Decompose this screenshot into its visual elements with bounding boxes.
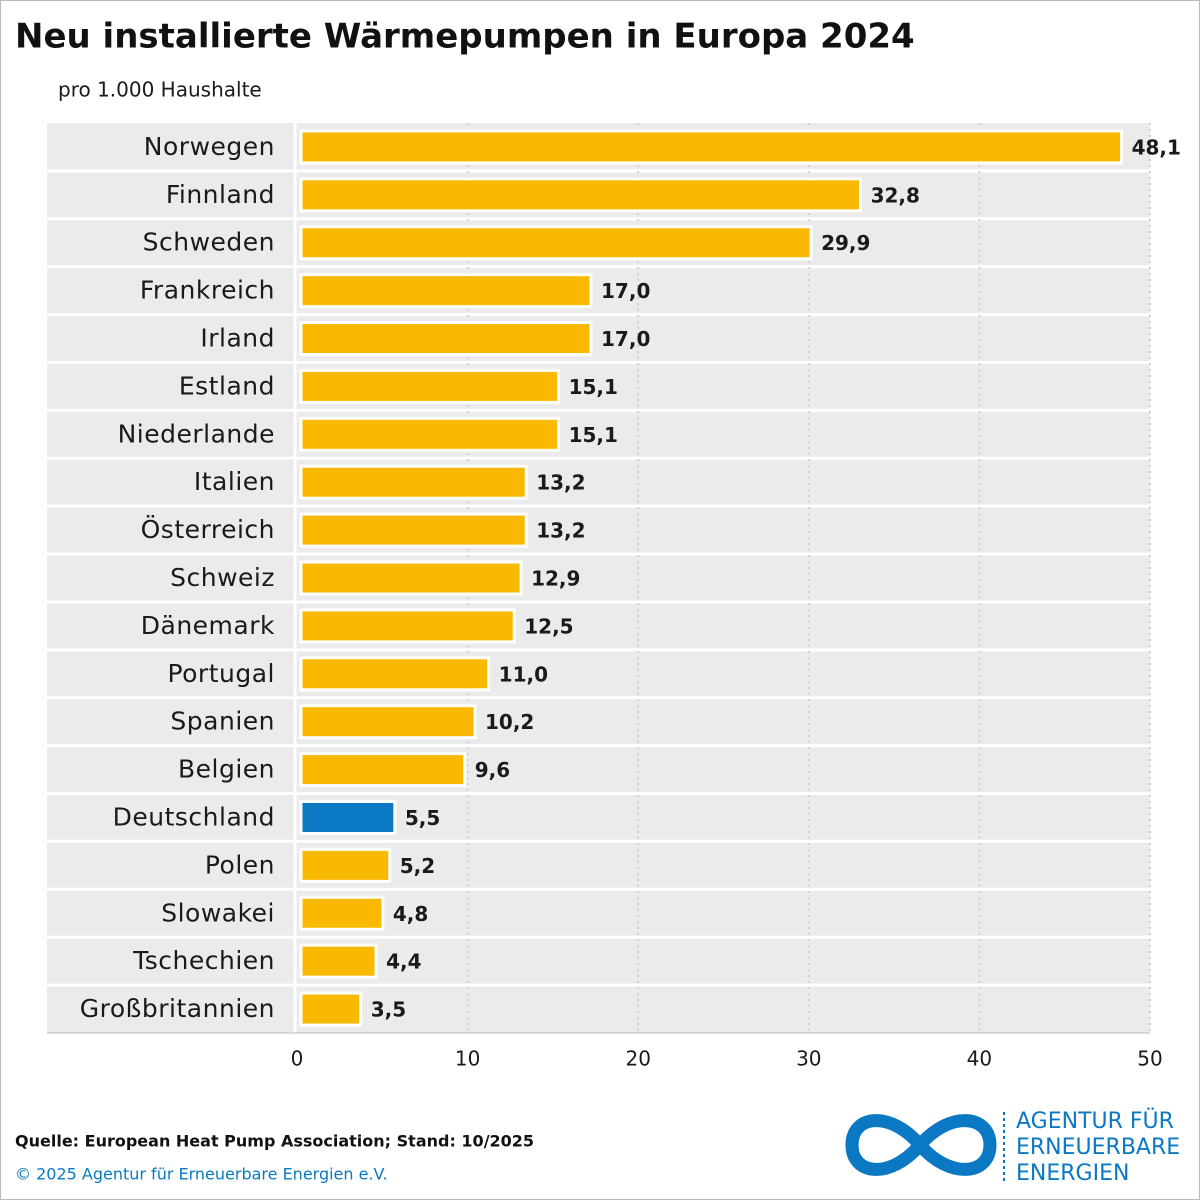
x-tick-label: 30	[796, 1047, 821, 1071]
logo-text: ERNEUERBARE	[1016, 1135, 1180, 1160]
value-label: 17,0	[601, 279, 650, 303]
plot-background	[47, 123, 1150, 1033]
copyright: © 2025 Agentur für Erneuerbare Energien …	[15, 1165, 388, 1184]
y-tick-label: Estland	[179, 371, 275, 400]
bar	[299, 368, 561, 404]
value-label: 48,1	[1132, 135, 1181, 159]
y-tick-label: Belgien	[178, 755, 275, 784]
value-label: 13,2	[536, 519, 585, 543]
value-label: 9,6	[475, 758, 510, 782]
y-tick-label: Frankreich	[140, 276, 275, 305]
bar	[299, 512, 528, 548]
bar	[299, 560, 523, 596]
logo-text: ENERGIEN	[1016, 1161, 1129, 1186]
value-label: 4,8	[393, 902, 428, 926]
y-tick-label: Großbritannien	[80, 994, 275, 1023]
bar	[299, 416, 561, 452]
bar	[299, 704, 477, 740]
y-tick-label: Schweden	[143, 228, 275, 257]
source: Quelle: European Heat Pump Association; …	[15, 1132, 534, 1151]
y-tick-label: Slowakei	[161, 898, 275, 927]
x-tick-label: 40	[967, 1047, 992, 1071]
value-label: 10,2	[485, 710, 534, 734]
x-tick-label: 50	[1137, 1047, 1162, 1071]
y-tick-label: Polen	[205, 850, 275, 879]
bar	[299, 177, 863, 213]
y-tick-label: Norwegen	[144, 132, 275, 161]
y-tick-label: Tschechien	[132, 946, 275, 975]
value-label: 17,0	[601, 327, 650, 351]
y-tick-label: Italien	[194, 467, 275, 496]
bar	[299, 991, 363, 1027]
logo: AGENTUR FÜR ERNEUERBARE ENERGIEN	[845, 1108, 1180, 1186]
bar	[299, 895, 385, 931]
y-tick-label: Dänemark	[141, 611, 275, 640]
value-label: 15,1	[569, 423, 618, 447]
bar	[299, 273, 593, 309]
value-label: 3,5	[371, 998, 406, 1022]
value-label: 12,5	[524, 614, 573, 638]
bar	[299, 225, 813, 261]
y-tick-label: Österreich	[141, 515, 275, 544]
y-tick-label: Deutschland	[113, 802, 275, 831]
logo-text: AGENTUR FÜR	[1016, 1108, 1174, 1134]
value-label: 12,9	[531, 567, 580, 591]
chart-subtitle: pro 1.000 Haushalte	[58, 78, 262, 102]
chart-title: Neu installierte Wärmepumpen in Europa 2…	[15, 17, 915, 57]
logo-mark	[845, 1114, 997, 1176]
value-label: 15,1	[569, 375, 618, 399]
y-tick-label: Irland	[200, 324, 275, 353]
value-label: 32,8	[871, 183, 920, 207]
x-tick-label: 10	[455, 1047, 480, 1071]
value-label: 13,2	[536, 471, 585, 495]
plot: 0 10 20 30 40 50 Norwegen 48,1 Finnland 32,8 Schwe…	[47, 123, 1181, 1071]
x-tick-label: 20	[625, 1047, 650, 1071]
y-tick-label: Schweiz	[170, 563, 275, 592]
y-tick-label: Finnland	[166, 180, 275, 209]
value-label: 4,4	[386, 950, 421, 974]
y-tick-label: Spanien	[170, 707, 275, 736]
y-tick-label: Niederlande	[118, 419, 275, 448]
bar	[299, 847, 392, 883]
bar	[299, 799, 397, 835]
value-label: 5,2	[400, 854, 435, 878]
bar	[299, 943, 378, 979]
bar	[299, 464, 528, 500]
bar	[299, 752, 467, 788]
value-label: 29,9	[821, 231, 870, 255]
value-label: 5,5	[405, 806, 440, 830]
bar	[299, 608, 516, 644]
value-label: 11,0	[499, 662, 548, 686]
bar	[299, 129, 1124, 165]
bar	[299, 656, 491, 692]
y-tick-label: Portugal	[167, 659, 275, 688]
bar	[299, 321, 593, 357]
x-tick-label: 0	[291, 1047, 304, 1071]
